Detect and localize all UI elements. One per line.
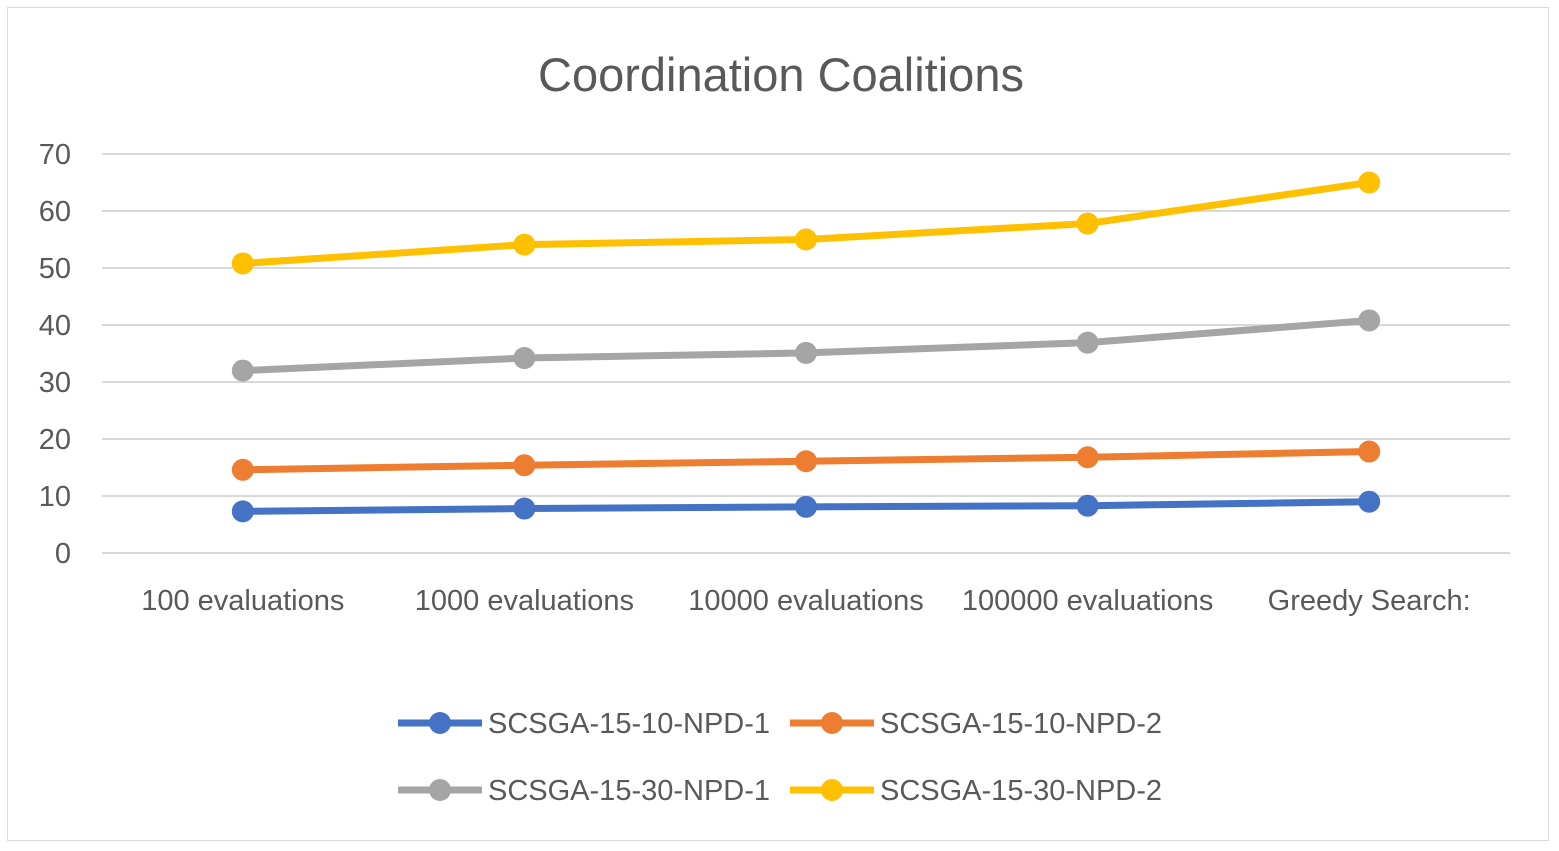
legend-marker: [429, 779, 451, 801]
data-point: [513, 454, 536, 477]
data-point: [795, 341, 817, 364]
x-axis-tick-labels: 100 evaluations 1000 evaluations 10000 eva…: [141, 585, 1471, 617]
series-2: [231, 440, 1381, 481]
y-tick-label: 60: [39, 196, 71, 228]
data-point: [1358, 490, 1381, 513]
data-point: [795, 495, 817, 518]
y-tick-label: 50: [39, 253, 71, 285]
legend-marker: [821, 779, 843, 801]
y-axis-tick-labels: 0 10 20 30 40 50 60 70: [39, 139, 71, 570]
legend: SCSGA-15-10-NPD-1 SCSGA-15-10-NPD-2 SCSGA-…: [398, 708, 1162, 807]
data-point: [1358, 309, 1381, 332]
data-point: [231, 359, 254, 382]
chart-title: Coordination Coalitions: [538, 48, 1024, 101]
y-tick-label: 20: [39, 424, 71, 456]
series-4: [231, 171, 1381, 275]
data-point: [1358, 171, 1381, 194]
legend-marker: [429, 712, 451, 734]
data-point: [231, 500, 254, 523]
data-point: [1076, 494, 1099, 517]
legend-item: SCSGA-15-10-NPD-2: [790, 708, 1162, 740]
legend-item: SCSGA-15-30-NPD-2: [790, 775, 1162, 807]
y-tick-label: 70: [39, 139, 71, 171]
legend-item: SCSGA-15-30-NPD-1: [398, 775, 770, 807]
series-1: [231, 490, 1381, 523]
data-point: [795, 450, 817, 473]
legend-label: SCSGA-15-30-NPD-1: [488, 775, 770, 807]
data-point: [513, 233, 536, 256]
data-point: [513, 347, 536, 370]
data-point: [231, 252, 254, 275]
data-point: [513, 497, 536, 520]
x-tick-label: 10000 evaluations: [688, 585, 923, 617]
legend-marker: [821, 712, 843, 734]
y-tick-label: 30: [39, 367, 71, 399]
legend-label: SCSGA-15-10-NPD-1: [488, 708, 770, 740]
x-tick-label: 100000 evaluations: [962, 585, 1214, 617]
data-point: [795, 228, 817, 251]
x-tick-label: 1000 evaluations: [415, 585, 634, 617]
data-point: [1076, 446, 1099, 469]
chart-frame: [7, 7, 1549, 841]
x-tick-label: 100 evaluations: [141, 585, 344, 617]
series-lines: [231, 171, 1381, 523]
y-tick-label: 0: [55, 538, 71, 570]
data-point: [1076, 331, 1099, 354]
gridlines: [102, 153, 1510, 554]
y-tick-label: 40: [39, 310, 71, 342]
x-tick-label: Greedy Search:: [1268, 585, 1471, 617]
data-point: [231, 458, 254, 481]
y-tick-label: 10: [39, 481, 71, 513]
series-line: [239, 179, 1373, 267]
legend-item: SCSGA-15-10-NPD-1: [398, 708, 770, 740]
series-3: [231, 309, 1381, 382]
data-point: [1358, 440, 1381, 463]
legend-label: SCSGA-15-30-NPD-2: [880, 775, 1162, 807]
data-point: [1076, 212, 1099, 235]
legend-label: SCSGA-15-10-NPD-2: [880, 708, 1162, 740]
